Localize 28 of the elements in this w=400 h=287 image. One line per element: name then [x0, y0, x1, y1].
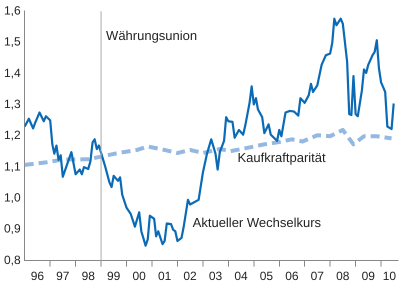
y-tick-label: 0,8 — [4, 252, 21, 267]
y-tick-label: 1,0 — [4, 190, 21, 205]
y-tick-label: 1,1 — [4, 159, 21, 174]
x-tick-label: 06 — [285, 269, 299, 284]
x-tick-label: 99 — [106, 269, 121, 284]
series-label: Kaufkraftparität — [237, 150, 326, 165]
x-tick-label: 02 — [183, 269, 198, 284]
y-tick-label: 1,2 — [4, 128, 21, 142]
y-tick-label: 1,5 — [4, 34, 21, 49]
x-tick-label: 04 — [234, 269, 248, 284]
x-tick-label: 97 — [56, 269, 70, 284]
x-tick-label: 10 — [382, 269, 396, 284]
y-tick-label: 0,9 — [4, 222, 21, 236]
ref-line-label: Währungsunion — [106, 28, 198, 43]
x-tick-label: 03 — [208, 269, 222, 284]
line-series — [24, 128, 394, 167]
x-tick-label: 98 — [82, 269, 96, 284]
x-tick-label: 96 — [30, 269, 44, 284]
y-tick-label: 1,3 — [4, 97, 21, 112]
x-tick-label: 00 — [132, 269, 146, 284]
x-tick-label: 01 — [158, 269, 172, 284]
y-tick-label: 1,6 — [4, 4, 21, 18]
series-label: Aktueller Wechselkurs — [192, 214, 322, 230]
x-tick-label: 09 — [362, 269, 376, 284]
x-tick-label: 07 — [310, 269, 324, 284]
x-tick-label: 05 — [260, 269, 274, 284]
y-tick-label: 1,4 — [4, 66, 21, 80]
x-tick-label: 08 — [336, 269, 350, 284]
